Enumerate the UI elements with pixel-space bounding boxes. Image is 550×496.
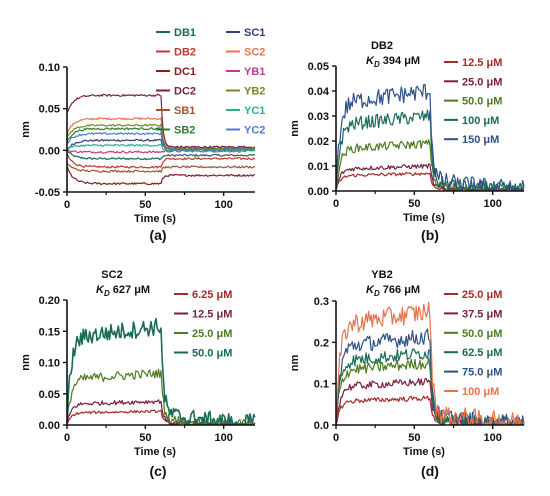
series-line [66, 93, 256, 149]
legend-label: 150 μM [462, 134, 499, 146]
legend-label: SB2 [174, 125, 195, 137]
kd-annotation: KD 766 μM [366, 284, 420, 298]
x-tick-label: 0 [333, 432, 339, 444]
x-axis-label: Time (s) [134, 213, 176, 225]
y-tick-label: 0.2 [314, 337, 329, 349]
y-tick-label: 0.03 [308, 111, 329, 123]
x-axis-label: Time (s) [134, 446, 176, 458]
series-line [66, 163, 256, 173]
y-tick-label: 0.1 [314, 379, 329, 391]
legend-label: DC2 [174, 86, 196, 98]
x-tick-label: 0 [64, 432, 70, 444]
chart-panel-1: 0 50 100 0.00 0.01 0.02 0.03 0.04 0.05 Time (s) nm… [289, 40, 525, 243]
panel-label: (b) [421, 227, 439, 243]
y-tick-label: 0.04 [308, 86, 330, 98]
legend-label: DB1 [174, 27, 196, 39]
panel-label: (c) [149, 463, 166, 479]
y-tick-label: 0.00 [308, 186, 329, 198]
y-tick-label: 0.0 [314, 420, 329, 432]
kd-annotation: KD 627 μM [96, 284, 150, 298]
x-tick-label: 100 [483, 432, 501, 444]
series-line [66, 165, 256, 186]
x-tick-label: 0 [333, 198, 339, 210]
y-axis-label: nm [20, 354, 32, 371]
legend-label: 6.25 μM [192, 289, 232, 301]
legend-label: 25.0 μM [462, 289, 502, 301]
series-line [66, 154, 256, 169]
chart-panel-2: 0 50 100 0.00 0.05 0.10 0.15 0.20 Time (s) nm (c) S… [20, 269, 256, 479]
legend-label: SB1 [174, 105, 195, 117]
series-line [66, 368, 256, 426]
y-tick-label: 0.20 [39, 295, 60, 307]
chart-panel-0: 0 50 100 -0.05 0.00 0.05 0.10 Time (s) nm (a) DB1 S… [20, 27, 265, 243]
legend-label: 75.0 μM [462, 367, 502, 379]
y-tick-label: 0.15 [39, 326, 60, 338]
panel-title: YB2 [371, 269, 392, 281]
y-tick-label: 0.3 [314, 296, 329, 308]
y-tick-label: 0.00 [39, 420, 60, 432]
legend-label: SC2 [244, 47, 265, 59]
kd-annotation: KD 394 μM [366, 55, 420, 69]
series-line [66, 117, 256, 150]
panel-label: (a) [149, 227, 166, 243]
y-tick-label: 0.05 [39, 104, 60, 116]
series-line [335, 83, 525, 192]
legend-label: DB2 [174, 47, 196, 59]
x-tick-label: 100 [214, 199, 232, 211]
x-tick-label: 50 [139, 199, 151, 211]
y-tick-label: 0.00 [39, 145, 60, 157]
legend-label: 100 μM [462, 115, 499, 127]
series-line [66, 149, 255, 161]
x-tick-label: 100 [483, 198, 501, 210]
x-tick-label: 100 [214, 432, 232, 444]
series-line [66, 143, 256, 152]
x-axis-label: Time (s) [403, 446, 445, 458]
x-tick-label: 50 [408, 432, 420, 444]
legend-label: YB1 [244, 66, 265, 78]
legend-label: 50.0 μM [462, 96, 502, 108]
legend-label: 12.5 μM [462, 57, 502, 69]
y-tick-label: 0.10 [39, 358, 60, 370]
x-tick-label: 0 [64, 199, 70, 211]
legend-label: YC2 [244, 125, 265, 137]
series-line [66, 132, 256, 152]
chart-panel-3: 0 50 100 0.0 0.1 0.2 0.3 Time (s) nm (d) YB2 KD 766… [289, 269, 525, 479]
legend-label: 100 μM [462, 386, 499, 398]
legend-label: 12.5 μM [192, 309, 232, 321]
legend-label: YB2 [244, 86, 265, 98]
legend-label: 25.0 μM [192, 328, 232, 340]
y-axis-label: nm [20, 121, 32, 138]
legend-label: 25.0 μM [462, 76, 502, 88]
x-axis-label: Time (s) [403, 212, 445, 224]
y-axis-label: nm [289, 355, 301, 372]
panel-title: DB2 [371, 40, 393, 52]
legend-label: 62.5 μM [462, 347, 502, 359]
legend-label: 50.0 μM [462, 328, 502, 340]
x-tick-label: 50 [408, 198, 420, 210]
y-tick-label: 0.02 [308, 136, 329, 148]
y-tick-label: 0.05 [308, 61, 329, 73]
legend-label: 50.0 μM [192, 348, 232, 360]
x-tick-label: 50 [139, 432, 151, 444]
legend-label: DC1 [174, 66, 196, 78]
y-tick-label: -0.05 [35, 187, 60, 199]
series-line [335, 301, 525, 426]
legend-label: YC1 [244, 105, 265, 117]
y-tick-label: 0.05 [39, 389, 60, 401]
panel-label: (d) [421, 463, 439, 479]
y-tick-label: 0.01 [308, 161, 329, 173]
y-tick-label: 0.10 [39, 62, 60, 74]
y-axis-label: nm [289, 120, 301, 137]
legend-label: SC1 [244, 27, 265, 39]
series-line [66, 317, 256, 426]
panel-title: SC2 [101, 269, 122, 281]
legend-label: 37.5 μM [462, 308, 502, 320]
